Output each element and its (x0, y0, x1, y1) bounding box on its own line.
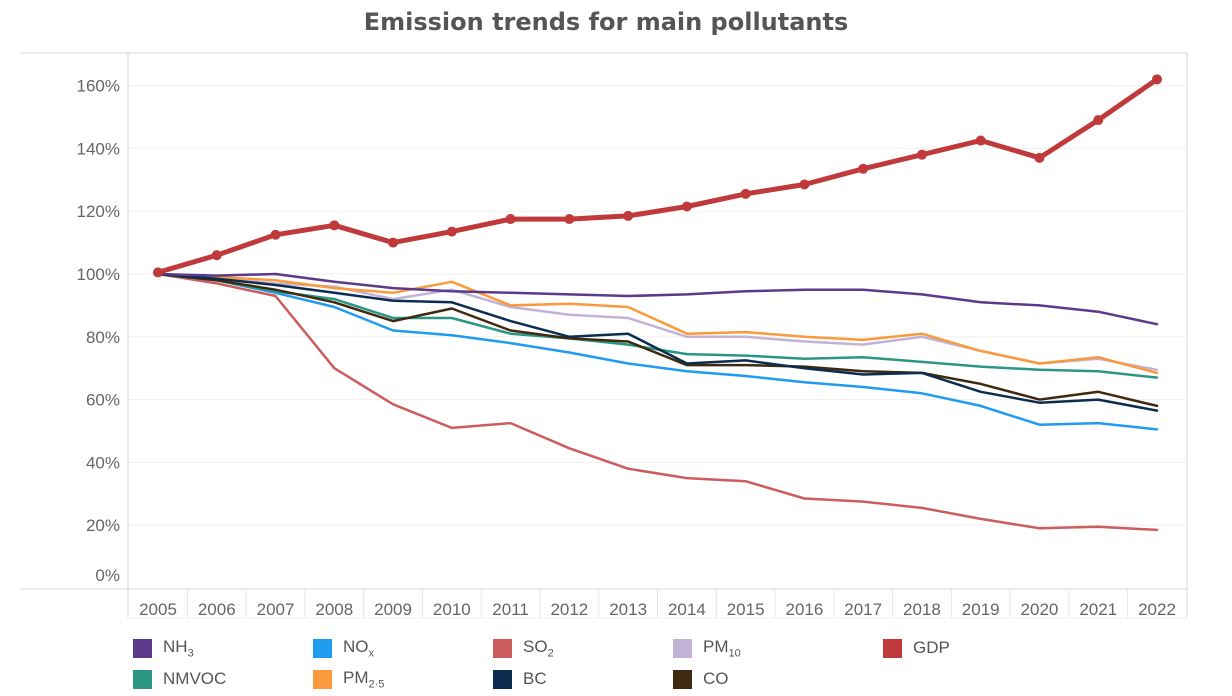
data-point-gdp (564, 214, 575, 225)
x-tick-label: 2022 (1138, 600, 1176, 619)
x-tick-label: 2018 (903, 600, 941, 619)
series-gdp (153, 74, 1162, 278)
data-point-gdp (211, 250, 222, 261)
data-point-gdp (153, 267, 163, 278)
series-co (156, 272, 1159, 408)
data-point-gdp (270, 229, 281, 240)
series-so2 (156, 272, 1159, 532)
y-tick-label: 160% (77, 77, 120, 96)
data-point-gdp (975, 135, 986, 146)
plot-frame (20, 52, 1188, 619)
y-tick-label: 0% (95, 566, 120, 585)
x-tick-label: 2011 (492, 600, 529, 619)
y-tick-label: 20% (86, 516, 120, 535)
data-point-gdp (799, 179, 810, 190)
x-tick-label: 2021 (1079, 600, 1117, 619)
y-tick-label: 100% (77, 265, 120, 284)
series-line-bc (156, 272, 1159, 412)
chart-title: Emission trends for main pollutants (363, 8, 849, 36)
data-point-gdp (623, 210, 634, 221)
series-line-nox (156, 272, 1159, 431)
data-point-gdp (681, 201, 692, 212)
series-pm25 (156, 272, 1159, 375)
data-point-gdp (446, 226, 457, 237)
data-point-gdp (329, 220, 340, 231)
data-point-gdp (1152, 74, 1162, 85)
y-tick-label: 40% (86, 453, 120, 472)
y-tick-label: 80% (86, 328, 120, 347)
series-line-pm25 (156, 272, 1159, 375)
x-tick-label: 2013 (609, 600, 647, 619)
x-tick-label: 2009 (374, 600, 412, 619)
x-tick-label: 2020 (1021, 600, 1059, 619)
data-point-gdp (916, 149, 927, 160)
series-line-nh3 (156, 272, 1159, 326)
x-tick-label: 2008 (315, 600, 353, 619)
data-point-gdp (858, 163, 869, 174)
data-point-gdp (1034, 152, 1045, 163)
series-nh3 (156, 272, 1159, 326)
x-tick-label: 2010 (433, 600, 471, 619)
data-point-gdp (1093, 115, 1104, 126)
data-point-gdp (740, 188, 751, 199)
series-layer (153, 74, 1162, 532)
y-tick-label: 60% (86, 391, 120, 410)
x-tick-label: 2005 (139, 600, 177, 619)
x-axis-ticks: 2005 2006 2007 2008 2009 2010 2011 2012 2013 2014… (139, 589, 1176, 619)
x-tick-label: 2014 (668, 600, 706, 619)
data-point-gdp (505, 214, 516, 225)
series-nox (156, 272, 1159, 431)
y-axis-ticks: 0% 20% 40% 60% 80% 100% 120% 140% 160% (77, 77, 120, 585)
x-tick-label: 2017 (844, 600, 882, 619)
x-tick-label: 2019 (962, 600, 1000, 619)
x-tick-label: 2015 (727, 600, 765, 619)
x-tick-label: 2007 (257, 600, 295, 619)
series-line-co (156, 272, 1159, 408)
data-point-gdp (388, 237, 399, 248)
series-line-gdp (155, 76, 1160, 275)
x-tick-label: 2012 (550, 600, 588, 619)
x-tick-label: 2016 (785, 600, 823, 619)
x-tick-label: 2006 (198, 600, 236, 619)
y-tick-label: 120% (77, 202, 120, 221)
series-bc (156, 272, 1159, 412)
y-tick-label: 140% (77, 139, 120, 158)
series-line-so2 (156, 272, 1159, 532)
